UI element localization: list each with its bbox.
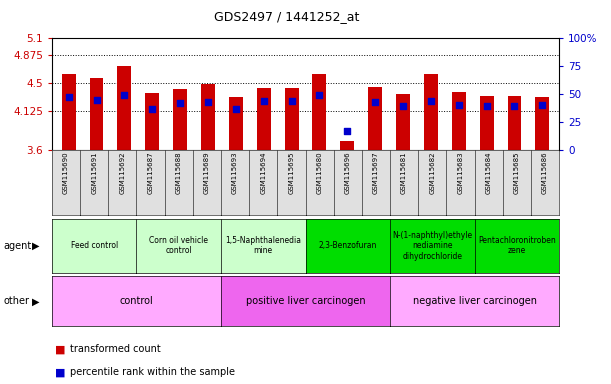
Text: transformed count: transformed count bbox=[70, 344, 161, 354]
Point bbox=[315, 92, 324, 98]
Text: GSM115687: GSM115687 bbox=[147, 151, 153, 194]
Point bbox=[342, 128, 352, 134]
Bar bbox=[340, 141, 354, 150]
Text: ■: ■ bbox=[55, 344, 65, 354]
Text: ▶: ▶ bbox=[32, 296, 39, 306]
Point bbox=[426, 98, 436, 104]
Point bbox=[147, 106, 157, 112]
Text: agent: agent bbox=[3, 241, 31, 251]
Bar bbox=[257, 88, 271, 150]
Text: GSM115688: GSM115688 bbox=[176, 151, 181, 194]
Text: GSM115680: GSM115680 bbox=[316, 151, 323, 194]
Bar bbox=[424, 74, 438, 150]
Point bbox=[259, 98, 269, 104]
Bar bbox=[396, 94, 410, 150]
Bar bbox=[452, 92, 466, 150]
Text: GSM115697: GSM115697 bbox=[373, 151, 379, 194]
Bar bbox=[535, 97, 549, 150]
Text: ▶: ▶ bbox=[32, 241, 39, 251]
Text: GSM115693: GSM115693 bbox=[232, 151, 238, 194]
Text: GSM115691: GSM115691 bbox=[91, 151, 97, 194]
Point bbox=[64, 94, 73, 101]
Bar bbox=[62, 74, 76, 150]
Text: GSM115692: GSM115692 bbox=[119, 151, 125, 194]
Text: 2,3-Benzofuran: 2,3-Benzofuran bbox=[318, 241, 377, 250]
Text: GSM115694: GSM115694 bbox=[260, 151, 266, 194]
Text: GSM115682: GSM115682 bbox=[430, 151, 435, 194]
Bar bbox=[90, 78, 103, 150]
Text: Feed control: Feed control bbox=[71, 241, 118, 250]
Bar bbox=[480, 96, 494, 150]
Text: control: control bbox=[120, 296, 153, 306]
Text: other: other bbox=[3, 296, 29, 306]
Point bbox=[231, 106, 241, 112]
Text: GDS2497 / 1441252_at: GDS2497 / 1441252_at bbox=[214, 10, 359, 23]
Point bbox=[538, 102, 547, 108]
Point bbox=[481, 103, 491, 109]
Point bbox=[370, 99, 380, 105]
Bar bbox=[201, 84, 215, 150]
Text: negative liver carcinogen: negative liver carcinogen bbox=[412, 296, 536, 306]
Point bbox=[120, 92, 130, 98]
Bar bbox=[173, 89, 187, 150]
Point bbox=[398, 103, 408, 109]
Text: positive liver carcinogen: positive liver carcinogen bbox=[246, 296, 365, 306]
Bar bbox=[117, 66, 131, 150]
Text: Pentachloronitroben
zene: Pentachloronitroben zene bbox=[478, 236, 555, 255]
Text: GSM115686: GSM115686 bbox=[542, 151, 548, 194]
Text: 1,5-Naphthalenedia
mine: 1,5-Naphthalenedia mine bbox=[225, 236, 301, 255]
Bar bbox=[312, 74, 326, 150]
Text: GSM115681: GSM115681 bbox=[401, 151, 407, 194]
Text: Corn oil vehicle
control: Corn oil vehicle control bbox=[149, 236, 208, 255]
Bar bbox=[285, 88, 299, 150]
Text: GSM115683: GSM115683 bbox=[458, 151, 464, 194]
Text: N-(1-naphthyl)ethyle
nediamine
dihydrochloride: N-(1-naphthyl)ethyle nediamine dihydroch… bbox=[392, 231, 472, 261]
Point bbox=[203, 99, 213, 105]
Point bbox=[510, 103, 519, 109]
Bar bbox=[229, 97, 243, 150]
Text: percentile rank within the sample: percentile rank within the sample bbox=[70, 367, 235, 377]
Point bbox=[454, 102, 464, 108]
Text: GSM115695: GSM115695 bbox=[288, 151, 295, 194]
Bar bbox=[145, 93, 159, 150]
Point bbox=[287, 98, 296, 104]
Text: GSM115685: GSM115685 bbox=[514, 151, 520, 194]
Bar bbox=[368, 87, 382, 150]
Text: ■: ■ bbox=[55, 367, 65, 377]
Point bbox=[175, 100, 185, 106]
Text: GSM115690: GSM115690 bbox=[63, 151, 69, 194]
Text: GSM115684: GSM115684 bbox=[486, 151, 492, 194]
Point bbox=[92, 96, 101, 103]
Text: GSM115689: GSM115689 bbox=[204, 151, 210, 194]
Bar bbox=[508, 96, 521, 150]
Text: GSM115696: GSM115696 bbox=[345, 151, 351, 194]
